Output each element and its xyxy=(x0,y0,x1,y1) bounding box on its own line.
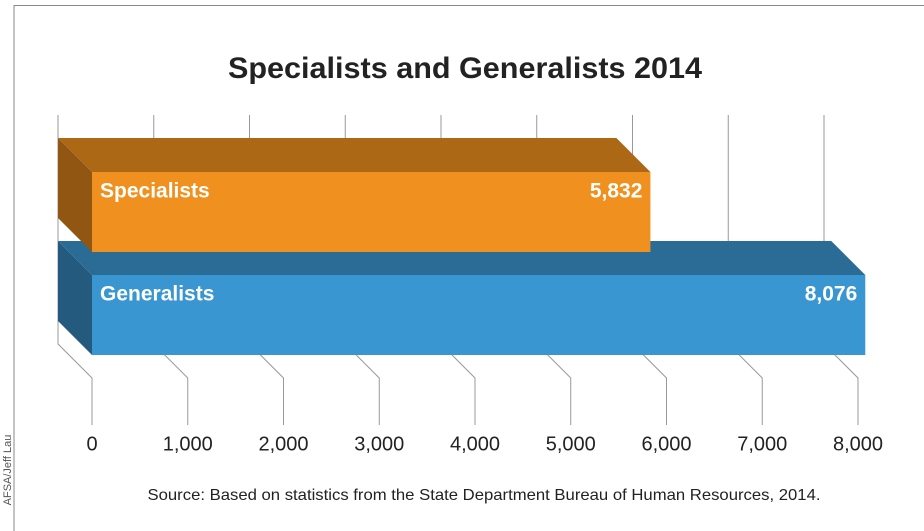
x-tick-label: 1,000 xyxy=(163,433,213,455)
x-tick-label: 8,000 xyxy=(833,433,883,455)
category-label: Specialists xyxy=(100,180,210,203)
grid-line xyxy=(823,115,859,425)
bar xyxy=(92,275,866,355)
chart-title: Specialists and Generalists 2014 xyxy=(228,52,702,85)
x-tick-label: 2,000 xyxy=(258,433,308,455)
x-tick-label: 5,000 xyxy=(546,433,596,455)
credit: AFSA/Jeff Lau xyxy=(2,435,14,506)
value-label: 5,832 xyxy=(590,180,643,203)
plot: 0 1,000 2,000 3,000 4,000 5,000 6,000 7,000 8,00… xyxy=(57,115,883,455)
grid-line xyxy=(57,115,93,425)
value-label: 8,076 xyxy=(805,283,858,306)
x-tick-label: 4,000 xyxy=(450,433,500,455)
x-tick-label: 6,000 xyxy=(641,433,691,455)
x-tick-label: 7,000 xyxy=(737,433,787,455)
x-tick-label: 0 xyxy=(86,433,97,455)
source-note: Source: Based on statistics from the Sta… xyxy=(148,487,821,504)
frame xyxy=(13,5,924,531)
bar xyxy=(92,172,651,252)
x-tick-label: 3,000 xyxy=(354,433,404,455)
grid-line xyxy=(727,115,763,425)
category-label: Generalists xyxy=(100,283,214,306)
bar-top xyxy=(58,138,651,172)
bar-side xyxy=(58,138,92,252)
bar-side xyxy=(58,241,92,355)
